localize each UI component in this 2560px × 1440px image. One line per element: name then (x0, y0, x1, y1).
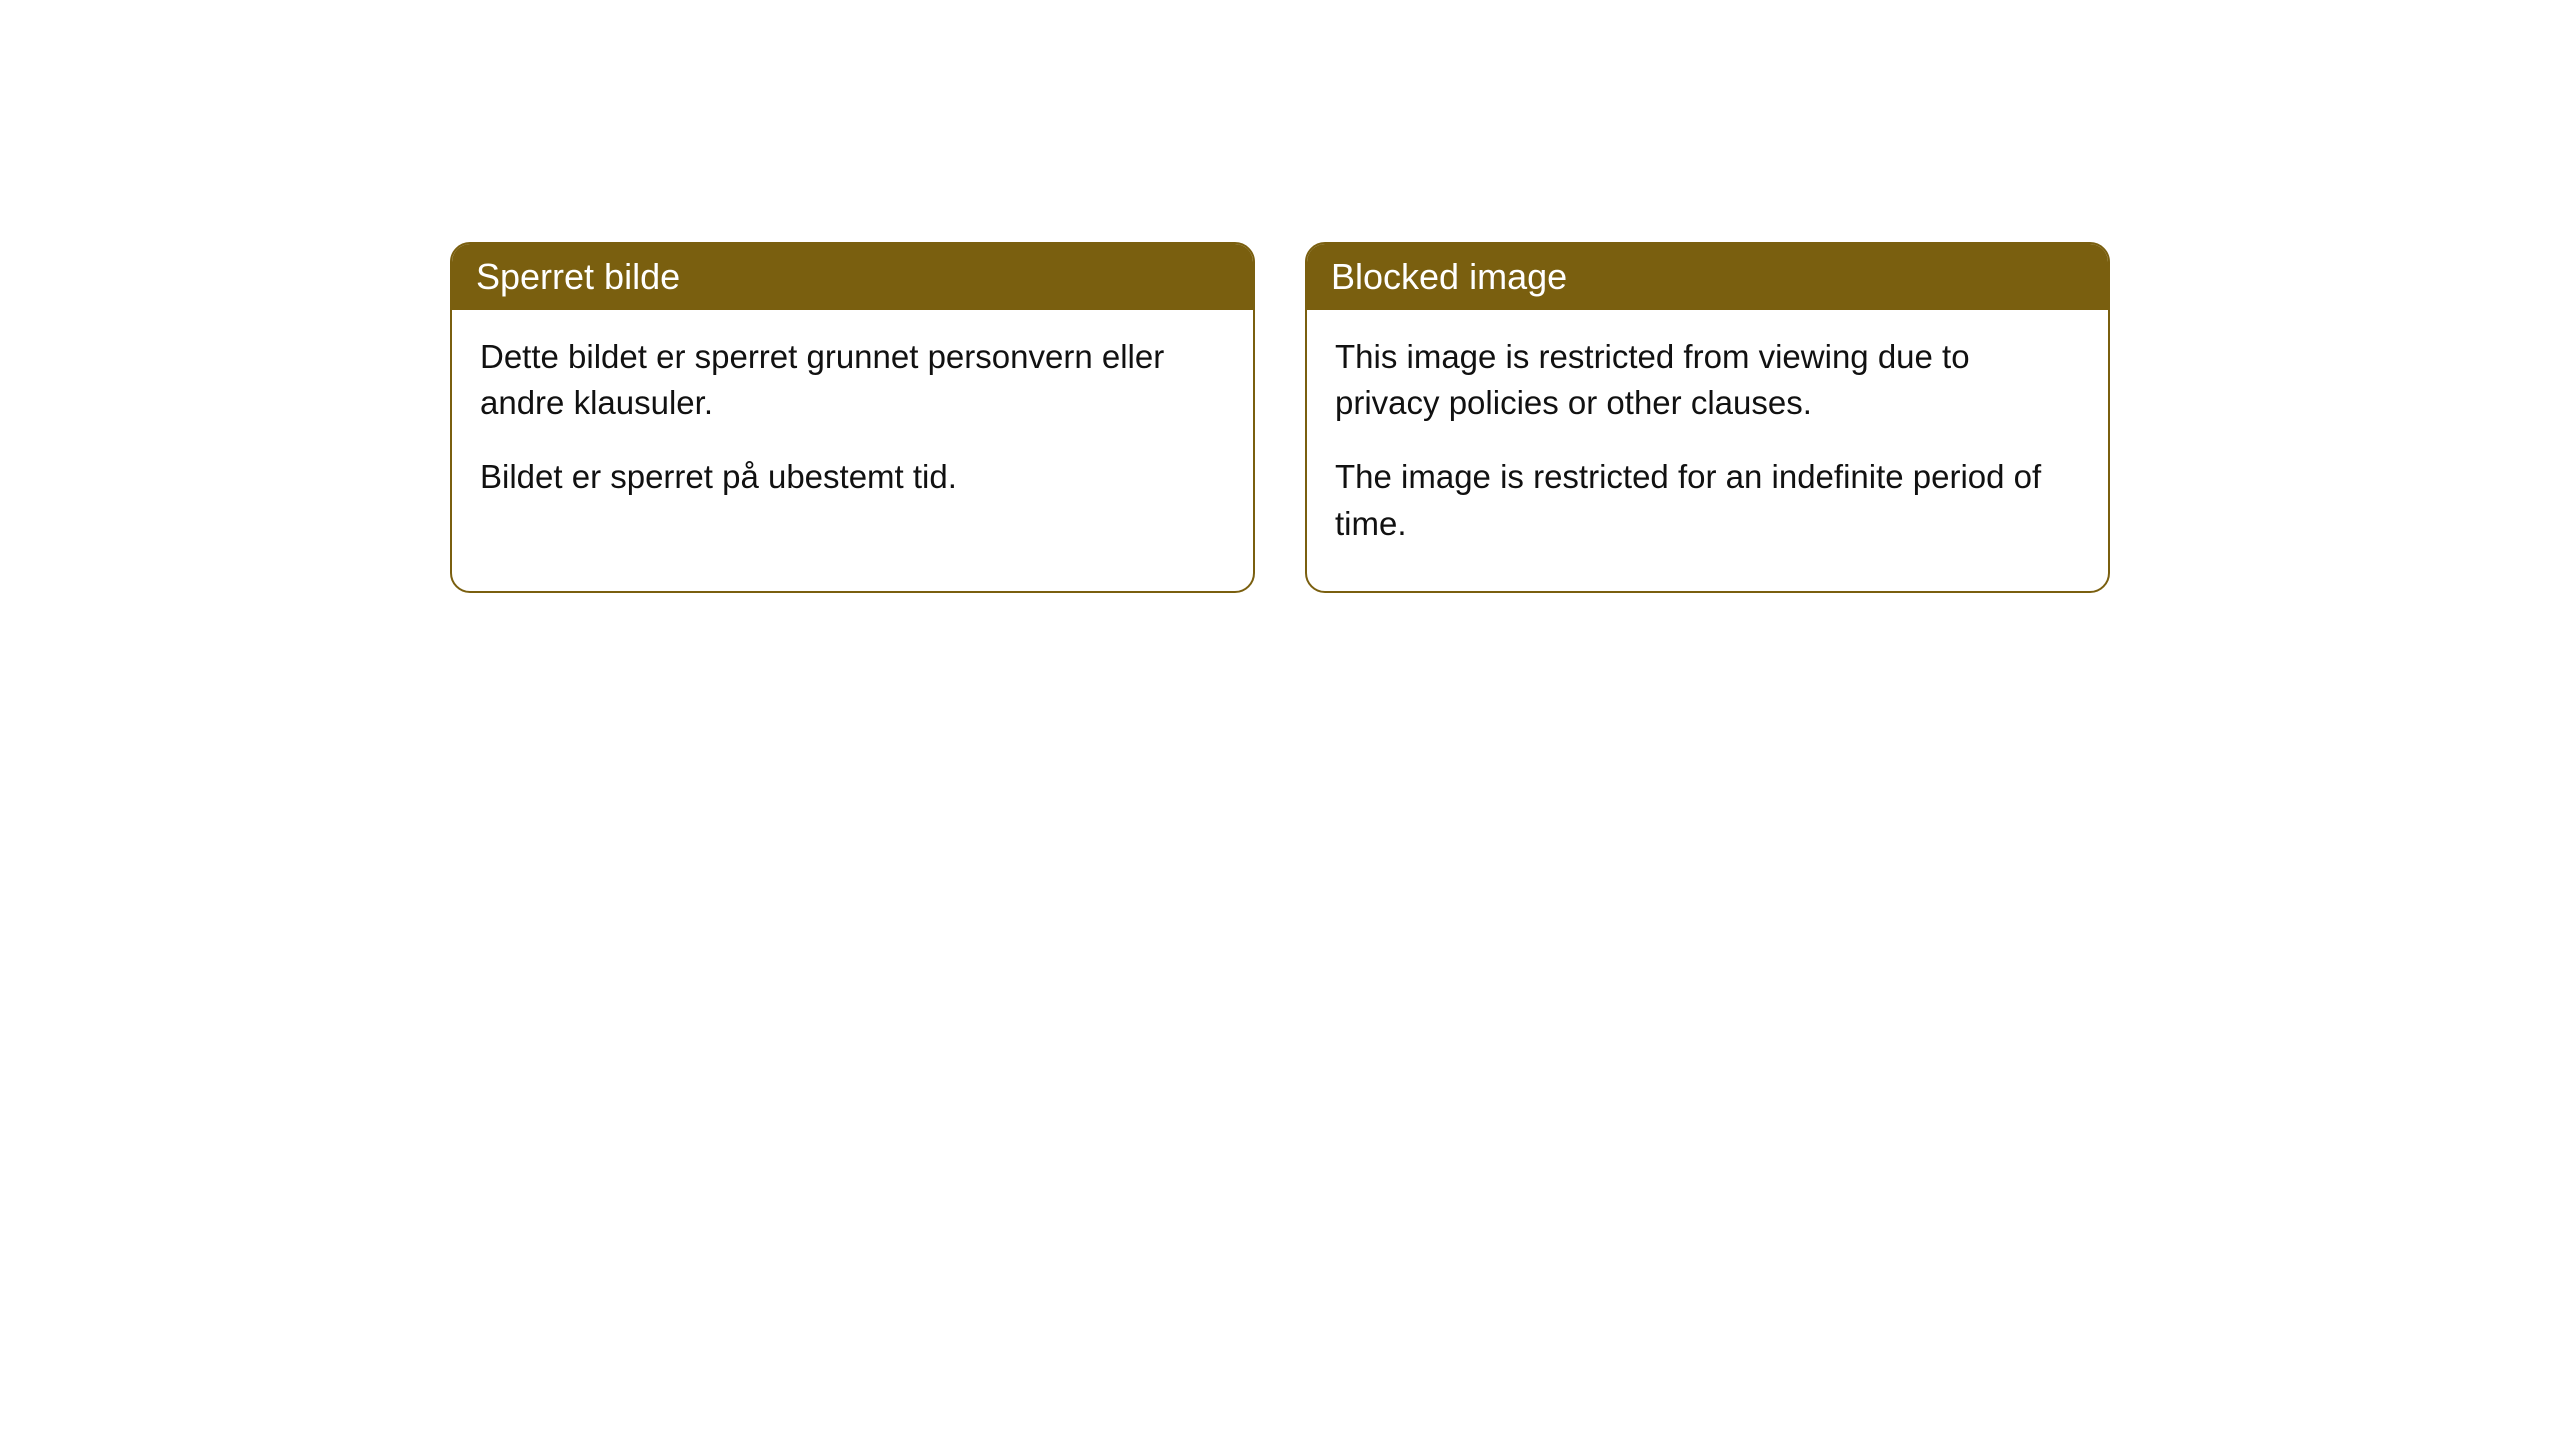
cards-container: Sperret bilde Dette bildet er sperret gr… (450, 242, 2110, 593)
card-body-norwegian: Dette bildet er sperret grunnet personve… (452, 310, 1253, 545)
card-header-english: Blocked image (1307, 244, 2108, 310)
card-english: Blocked image This image is restricted f… (1305, 242, 2110, 593)
card-para1-english: This image is restricted from viewing du… (1335, 334, 2080, 426)
card-para2-norwegian: Bildet er sperret på ubestemt tid. (480, 454, 1225, 500)
card-norwegian: Sperret bilde Dette bildet er sperret gr… (450, 242, 1255, 593)
card-para1-norwegian: Dette bildet er sperret grunnet personve… (480, 334, 1225, 426)
card-body-english: This image is restricted from viewing du… (1307, 310, 2108, 591)
card-header-norwegian: Sperret bilde (452, 244, 1253, 310)
card-para2-english: The image is restricted for an indefinit… (1335, 454, 2080, 546)
